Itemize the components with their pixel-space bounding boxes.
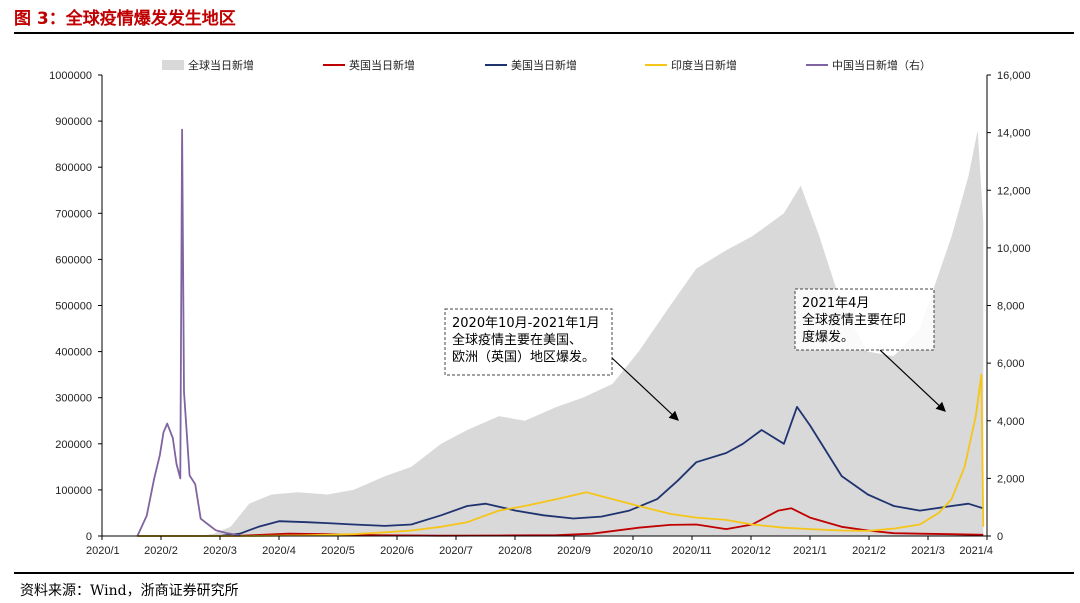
series-line-4 <box>136 128 241 537</box>
y-right-tick-label: 8,000 <box>997 301 1025 313</box>
legend-label: 全球当日新增 <box>188 58 254 72</box>
annotation-text: 2020年10月-2021年1月 <box>452 316 600 331</box>
legend-label: 中国当日新增（右） <box>832 58 931 72</box>
y-right-tick-label: 12,000 <box>997 185 1031 197</box>
y-right-tick-label: 16,000 <box>997 70 1031 82</box>
legend-layer: 全球当日新增 英国当日新增 美国当日新增 印度当日新增 中国当日新增（右） <box>162 58 931 72</box>
legend-label: 印度当日新增 <box>671 58 737 72</box>
y-right-tick-label: 0 <box>997 531 1003 543</box>
x-tick-label: 2021/4 <box>959 545 993 557</box>
annotation-text: 度爆发。 <box>802 329 854 345</box>
x-tick-label: 2020/7 <box>439 545 473 557</box>
series-area-global <box>137 130 984 537</box>
top-rule <box>14 32 1074 34</box>
y-left-tick-label: 800000 <box>55 162 92 174</box>
series-line-2 <box>137 406 984 537</box>
x-tick-label: 2020/9 <box>557 545 591 557</box>
series-line-3 <box>137 373 985 537</box>
y-left-tick-label: 200000 <box>55 439 92 451</box>
annotation-arrow <box>879 349 946 412</box>
series-line-1 <box>137 507 984 537</box>
annotation-box <box>794 288 935 351</box>
bottom-rule <box>14 572 1074 574</box>
y-left-tick-label: 500000 <box>55 301 92 313</box>
x-tick-label: 2020/11 <box>673 545 712 557</box>
y-right-tick-label: 10,000 <box>997 243 1031 255</box>
x-tick-label: 2021/2 <box>852 545 886 557</box>
legend-label: 英国当日新增 <box>349 58 415 72</box>
annotation-text: 2021年4月 <box>802 296 869 311</box>
x-tick-label: 2020/4 <box>262 545 296 557</box>
chart: 0 100000 200000 300000 400000 500000 600000 700… <box>49 58 1030 557</box>
y-right-tick-label: 6,000 <box>997 358 1025 370</box>
y-right-tick-label: 14,000 <box>997 128 1031 140</box>
annotation-arrow <box>611 357 679 421</box>
x-tick-label: 2020/1 <box>86 545 120 557</box>
y-left-tick-label: 600000 <box>55 254 92 266</box>
y-left-tick-label: 1000000 <box>49 70 92 82</box>
annotation-text: 全球疫情主要在美国、 <box>452 332 582 348</box>
y-right-tick-label: 2,000 <box>997 473 1025 485</box>
figure-title: 图 3：全球疫情爆发发生地区 <box>14 9 236 29</box>
x-tick-label: 2020/5 <box>321 545 355 557</box>
line-layer <box>136 128 985 537</box>
x-tick-label: 2021/1 <box>793 545 827 557</box>
x-tick-label: 2020/8 <box>498 545 532 557</box>
y-left-tick-label: 100000 <box>55 485 92 497</box>
x-tick-label: 2020/6 <box>380 545 414 557</box>
y-left-tick-label: 0 <box>86 531 92 543</box>
annotation-box <box>444 308 613 376</box>
x-tick-label: 2020/12 <box>731 545 771 557</box>
y-right-tick-label: 4,000 <box>997 416 1025 428</box>
area-layer <box>137 130 984 537</box>
annotation-text: 欧洲（英国）地区爆发。 <box>452 349 595 365</box>
x-tick-label: 2020/3 <box>203 545 237 557</box>
legend-swatch <box>162 60 184 70</box>
legend-label: 美国当日新增 <box>511 58 577 72</box>
source-note: 资料来源：Wind，浙商证券研究所 <box>20 583 239 599</box>
axis-layer: 0 100000 200000 300000 400000 500000 600000 700… <box>49 70 1030 557</box>
y-left-tick-label: 900000 <box>55 116 92 128</box>
x-tick-label: 2020/2 <box>144 545 178 557</box>
x-tick-label: 2020/10 <box>613 545 653 557</box>
y-left-tick-label: 700000 <box>55 208 92 220</box>
annotation-text: 全球疫情主要在印 <box>802 312 906 328</box>
x-tick-label: 2021/3 <box>911 545 945 557</box>
y-left-tick-label: 300000 <box>55 393 92 405</box>
y-left-tick-label: 400000 <box>55 347 92 359</box>
